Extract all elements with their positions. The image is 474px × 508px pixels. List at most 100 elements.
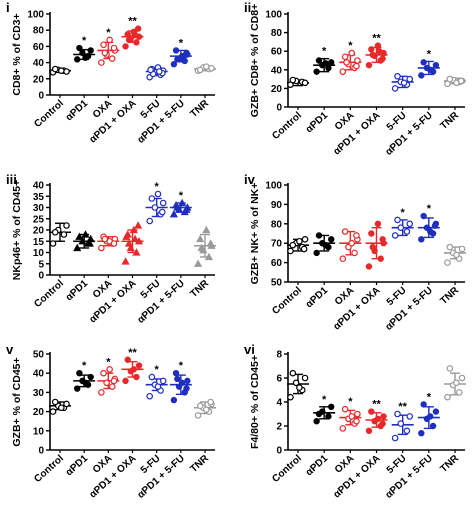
data-point: [296, 237, 303, 245]
data-point: [301, 79, 309, 87]
data-point: [183, 49, 190, 57]
data-point: [87, 373, 94, 381]
data-point: [58, 67, 65, 75]
data-point: [101, 235, 109, 243]
panel-ii: ii 0 20 40 60 80 100 GZB+ CD8+ % of CD8+ Control…: [244, 0, 466, 158]
data-point: [339, 68, 347, 75]
y-tick-label: 8: [276, 350, 282, 361]
panel-label: ii: [244, 0, 251, 15]
data-point: [194, 412, 202, 419]
series-4: *: [391, 207, 414, 239]
data-point: [397, 420, 405, 427]
data-point: [365, 263, 373, 270]
data-point: [458, 245, 466, 253]
data-point: [292, 379, 300, 387]
data-point: [74, 56, 81, 63]
series-4: *: [145, 181, 168, 225]
data-point: [51, 65, 59, 73]
significance-label: *: [427, 391, 432, 403]
series-6: [194, 63, 216, 75]
data-point: [446, 243, 454, 251]
data-point: [196, 234, 205, 243]
data-point: [446, 75, 454, 83]
series-0: [287, 236, 309, 255]
data-point: [79, 49, 86, 57]
significance-label: *: [427, 203, 432, 215]
data-point: [313, 68, 320, 75]
y-tick-label: 100: [27, 10, 44, 21]
data-point: [173, 203, 182, 211]
data-point: [110, 240, 118, 247]
series-6: [444, 365, 466, 401]
significance-label: *: [427, 48, 432, 60]
y-tick-label: 80: [271, 28, 283, 39]
data-point: [63, 222, 70, 229]
data-point: [58, 404, 65, 412]
data-point: [134, 25, 142, 32]
panel-label: i: [6, 0, 10, 15]
y-tick-label: 20: [33, 226, 45, 237]
data-point: [406, 413, 414, 420]
data-point: [453, 251, 460, 259]
data-point: [193, 259, 203, 267]
data-point: [108, 55, 116, 62]
data-point: [133, 39, 140, 46]
data-point: [147, 66, 154, 74]
significance-label: *: [179, 190, 184, 202]
series-3: **: [365, 399, 388, 434]
data-point: [125, 36, 133, 44]
x-tick-label: TNR: [438, 110, 461, 132]
y-tick-label: 40: [271, 65, 283, 76]
data-point: [343, 59, 350, 66]
x-tick-label: Control: [270, 453, 304, 485]
data-point: [458, 374, 466, 382]
y-axis-label: NKp46+ % of CD45+: [11, 180, 23, 280]
data-point: [148, 373, 156, 381]
series-4: [391, 73, 414, 92]
data-point: [369, 243, 376, 251]
y-tick-label: 2: [276, 422, 282, 433]
y-tick-label: 50: [33, 350, 45, 361]
x-tick-label: Control: [32, 98, 66, 130]
data-point: [374, 220, 382, 228]
data-point: [159, 199, 167, 207]
data-point: [73, 243, 82, 252]
data-point: [328, 236, 335, 243]
data-point: [178, 379, 186, 386]
data-point: [76, 44, 83, 52]
data-point: [379, 55, 386, 62]
data-point: [133, 373, 140, 381]
x-tick-label: TNR: [438, 285, 461, 307]
significance-label: *: [155, 181, 160, 193]
series-6: [444, 75, 466, 88]
data-point: [129, 225, 138, 234]
data-point: [348, 49, 356, 57]
data-point: [432, 408, 440, 415]
data-point: [418, 236, 425, 243]
y-tick-label: 50: [271, 278, 283, 289]
data-point: [134, 221, 143, 229]
data-point: [154, 383, 162, 390]
significance-label: *: [322, 46, 327, 58]
series-2: *: [339, 40, 362, 75]
data-point: [63, 400, 70, 408]
significance-label: *: [322, 394, 327, 406]
data-point: [78, 237, 87, 245]
data-point: [420, 401, 427, 408]
x-tick-label: αPD1 + OXA: [332, 453, 383, 500]
x-tick-label: αPD1: [64, 278, 91, 304]
data-point: [110, 377, 118, 385]
data-point: [365, 61, 373, 69]
data-point: [106, 366, 113, 373]
data-point: [377, 255, 384, 262]
data-point: [182, 205, 191, 213]
data-point: [328, 59, 335, 66]
y-axis-label: GZB+ CD8+ % of CD8+: [249, 4, 261, 118]
data-point: [208, 64, 215, 72]
x-tick-label: TNR: [188, 98, 211, 120]
series-2: *: [339, 396, 362, 432]
y-tick-label: 20: [33, 74, 45, 85]
y-tick-label: 80: [33, 26, 45, 37]
